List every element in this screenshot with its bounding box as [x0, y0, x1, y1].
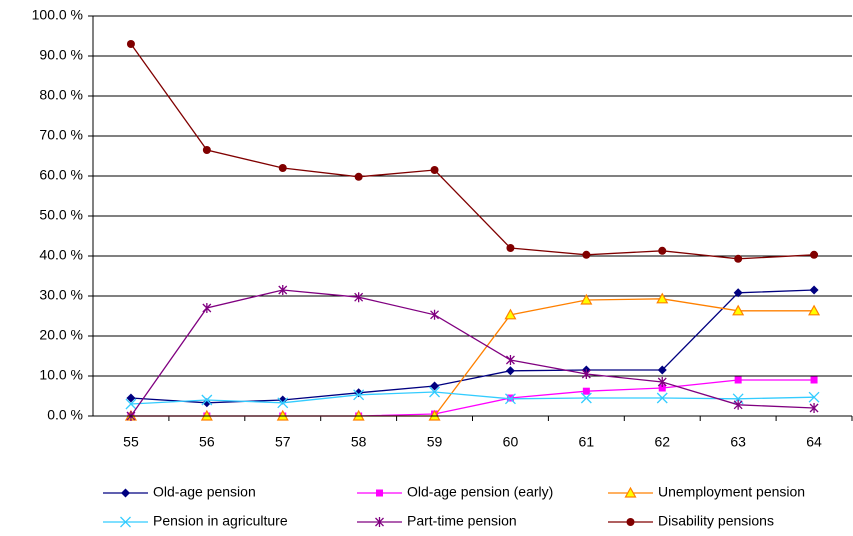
marker — [505, 366, 515, 376]
legend-label: Old-age pension — [153, 484, 256, 500]
legend-label: Disability pensions — [658, 513, 774, 529]
marker — [430, 309, 440, 320]
marker — [809, 285, 819, 295]
y-tick-label: 0.0 % — [47, 407, 83, 423]
marker — [733, 399, 743, 410]
x-tick-label: 55 — [123, 434, 139, 450]
marker — [581, 369, 591, 379]
marker — [278, 164, 287, 172]
marker — [734, 254, 743, 263]
marker — [656, 392, 668, 404]
marker — [354, 292, 364, 303]
marker — [125, 398, 137, 410]
marker — [506, 244, 515, 252]
marker — [430, 381, 440, 391]
marker — [582, 387, 590, 395]
marker — [277, 397, 289, 409]
marker — [658, 246, 667, 255]
y-tick-label: 70.0 % — [39, 127, 83, 143]
legend-label: Unemployment pension — [658, 484, 805, 500]
legend-marker — [121, 488, 130, 498]
marker — [353, 389, 365, 401]
marker — [734, 376, 742, 384]
marker — [202, 146, 211, 154]
y-tick-label: 30.0 % — [39, 287, 83, 303]
legend-label: Old-age pension (early) — [407, 484, 553, 500]
legend-marker — [375, 517, 384, 527]
y-tick-label: 100.0 % — [32, 7, 83, 23]
y-tick-label: 90.0 % — [39, 47, 83, 63]
series-line — [130, 43, 815, 260]
y-tick-label: 20.0 % — [39, 327, 83, 343]
y-tick-label: 50.0 % — [39, 207, 83, 223]
x-tick-label: 64 — [806, 434, 822, 450]
marker — [504, 393, 516, 405]
marker — [808, 304, 821, 316]
marker — [354, 172, 363, 181]
marker — [580, 392, 592, 404]
marker — [810, 376, 818, 384]
marker — [808, 391, 820, 403]
x-tick-label: 62 — [654, 434, 670, 450]
legend-label: Part-time pension — [407, 513, 517, 529]
marker — [657, 365, 667, 375]
y-tick-label: 10.0 % — [39, 367, 83, 383]
legend-marker — [624, 486, 637, 498]
marker — [504, 308, 517, 320]
y-tick-label: 40.0 % — [39, 247, 83, 263]
legend-marker — [376, 489, 383, 497]
x-tick-label: 57 — [275, 434, 291, 450]
marker — [733, 288, 743, 298]
marker — [580, 293, 593, 305]
marker — [582, 250, 591, 259]
marker — [429, 386, 441, 398]
legend-marker — [120, 516, 131, 528]
marker — [658, 384, 666, 392]
legend-label: Pension in agriculture — [153, 513, 288, 529]
marker — [657, 377, 667, 387]
y-tick-label: 80.0 % — [39, 87, 83, 103]
marker — [201, 394, 213, 406]
marker — [809, 403, 819, 413]
marker — [278, 285, 288, 295]
x-tick-label: 63 — [730, 434, 746, 450]
marker — [126, 393, 136, 403]
x-tick-label: 59 — [427, 434, 443, 450]
marker — [656, 292, 669, 304]
marker — [126, 40, 135, 48]
marker — [505, 355, 515, 365]
x-tick-label: 58 — [351, 434, 367, 450]
y-tick-label: 60.0 % — [39, 167, 83, 183]
marker — [810, 250, 819, 259]
x-tick-label: 61 — [579, 434, 595, 450]
marker — [354, 388, 364, 398]
series-line — [130, 289, 815, 417]
x-tick-label: 60 — [503, 434, 519, 450]
series-line — [130, 391, 815, 405]
marker — [202, 303, 212, 313]
marker — [430, 166, 439, 174]
marker — [732, 304, 745, 316]
legend-marker — [626, 518, 635, 526]
x-tick-label: 56 — [199, 434, 215, 450]
